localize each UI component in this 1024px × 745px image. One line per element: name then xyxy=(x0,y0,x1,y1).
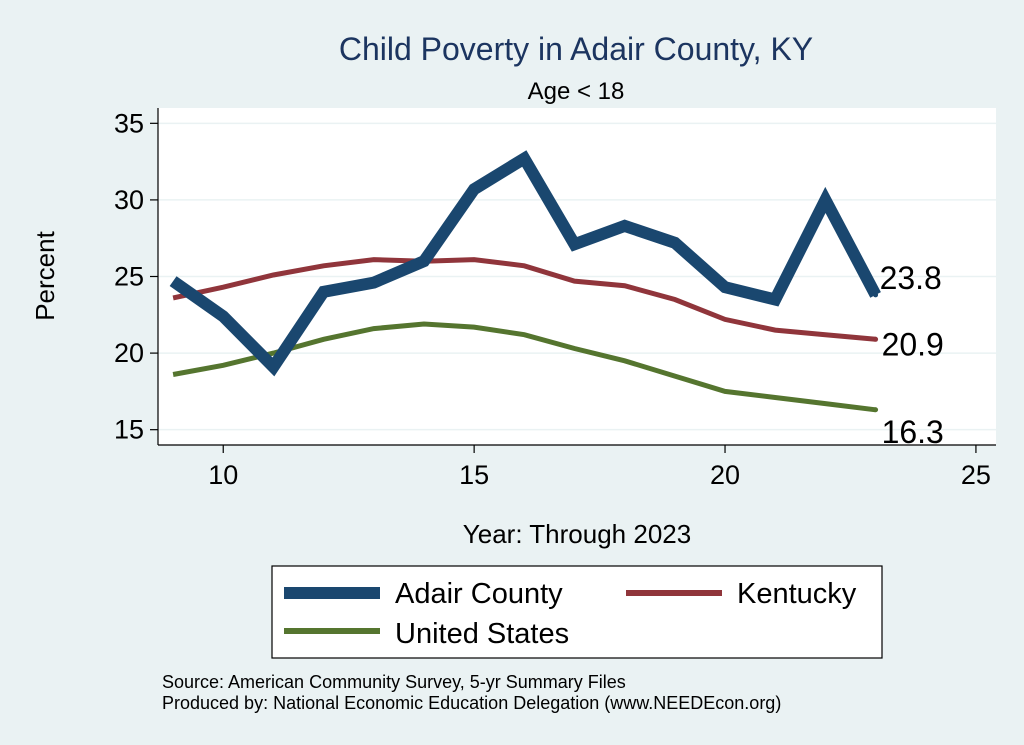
source-note: Source: American Community Survey, 5-yr … xyxy=(162,672,626,692)
chart-subtitle: Age < 18 xyxy=(528,78,625,105)
end-label-kentucky: 20.9 xyxy=(882,326,944,362)
legend-box xyxy=(271,565,883,659)
legend-label-kentucky: Kentucky xyxy=(737,578,857,610)
x-axis-ticks: 10 15 20 25 xyxy=(208,445,991,490)
series-end-marker-united-states xyxy=(873,407,879,413)
end-label-adair-county: 23.8 xyxy=(880,260,942,296)
producer-note: Produced by: National Economic Education… xyxy=(162,693,781,713)
chart-title: Child Poverty in Adair County, KY xyxy=(339,31,813,67)
x-tick-label-15: 15 xyxy=(459,460,489,490)
series-lines xyxy=(169,150,881,413)
y-tick-label-25: 25 xyxy=(114,262,144,292)
x-tick-label-25: 25 xyxy=(961,460,991,490)
series-end-marker-kentucky xyxy=(873,336,879,342)
y-axis-ticks: 15 20 25 30 35 xyxy=(114,108,158,445)
legend-label-adair-county: Adair County xyxy=(395,578,563,610)
gridlines xyxy=(158,122,996,431)
y-tick-label-30: 30 xyxy=(114,185,144,215)
x-tick-label-20: 20 xyxy=(710,460,740,490)
series-line-adair-county xyxy=(169,150,881,377)
legend-label-united-states: United States xyxy=(395,618,569,650)
y-tick-label-35: 35 xyxy=(114,108,144,138)
end-labels: 23.8 20.9 16.3 xyxy=(880,260,944,450)
y-axis-title: Percent xyxy=(30,230,60,320)
end-label-united-states: 16.3 xyxy=(882,414,944,450)
y-tick-label-15: 15 xyxy=(114,415,144,445)
x-axis-title: Year: Through 2023 xyxy=(463,519,691,549)
series-line-kentucky xyxy=(172,257,876,342)
series-end-marker-adair-county xyxy=(873,292,879,298)
y-tick-label-20: 20 xyxy=(114,338,144,368)
x-tick-label-10: 10 xyxy=(208,460,238,490)
